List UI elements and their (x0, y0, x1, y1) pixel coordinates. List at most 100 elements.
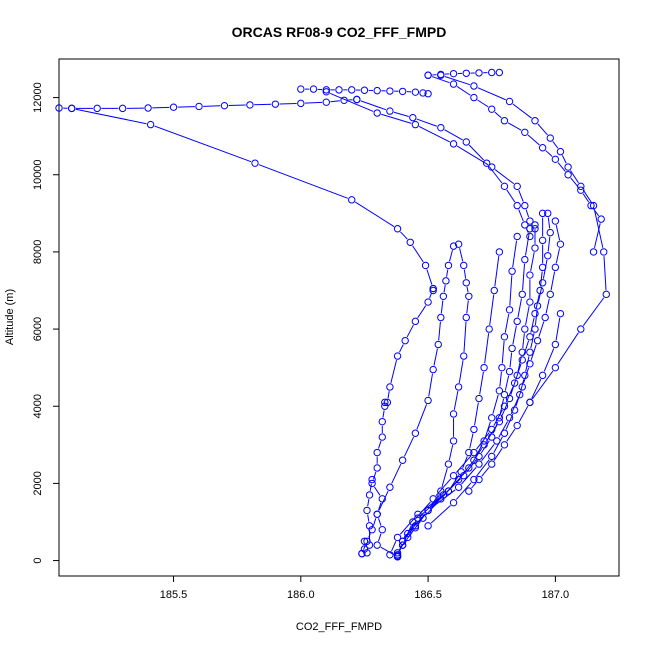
data-point (393, 225, 402, 233)
series-segment (378, 518, 382, 526)
data-point (406, 238, 414, 246)
series-segment (466, 300, 469, 314)
series-segment (530, 344, 537, 360)
data-point (386, 383, 394, 391)
series-segment (373, 486, 381, 496)
series-segment (484, 333, 490, 364)
data-point (531, 117, 539, 125)
data-point (556, 147, 565, 156)
data-point (386, 107, 394, 115)
series-segment (380, 546, 395, 556)
data-point (518, 290, 526, 299)
series-segment (378, 502, 382, 511)
data-point (500, 182, 509, 191)
data-point (505, 367, 514, 376)
data-point (462, 313, 470, 322)
series-segment (476, 432, 490, 450)
data-point (220, 101, 229, 110)
y-axis-label: Altitude (m) (4, 289, 16, 345)
series-segment (481, 443, 495, 462)
series-segment (494, 169, 515, 185)
data-point (360, 86, 369, 94)
series-segment (453, 390, 459, 410)
data-point (513, 371, 521, 380)
series-segment (535, 294, 540, 310)
data-point (309, 85, 318, 93)
series-segment (471, 482, 477, 489)
data-point (470, 475, 478, 484)
data-point (495, 248, 504, 256)
series-segment (477, 99, 489, 108)
series-segment (555, 248, 561, 264)
data-point (424, 298, 432, 306)
data-point (414, 510, 422, 518)
data-point (544, 252, 552, 260)
series-segment (228, 104, 246, 107)
data-point (480, 441, 488, 449)
data-point (465, 448, 473, 457)
series-segment (525, 209, 530, 218)
data-point (246, 101, 254, 109)
series-segment (534, 310, 538, 325)
series-segment (506, 189, 516, 203)
x-tick-label: 187.0 (542, 589, 570, 601)
data-point (373, 541, 381, 549)
series-segment (360, 100, 387, 111)
data-point (93, 104, 101, 113)
series-segment (523, 367, 530, 384)
series-segment (372, 518, 377, 526)
data-point (508, 344, 516, 353)
data-point (363, 549, 371, 557)
series-segment (530, 333, 535, 349)
data-point (373, 448, 381, 457)
series-segment (515, 390, 522, 407)
series-segment (525, 232, 530, 256)
data-point (439, 491, 448, 499)
data-series (393, 248, 504, 560)
x-axis: 185.5 186.0 186.5 187.0 (160, 576, 569, 601)
series-segment (542, 259, 548, 279)
data-point (365, 541, 374, 549)
data-point (531, 309, 539, 318)
series-segment (505, 413, 514, 430)
series-segment (416, 118, 438, 127)
series-segment (455, 455, 472, 473)
series-segment (557, 162, 566, 172)
y-tick-label: 4000 (32, 394, 44, 418)
series-segment (406, 324, 414, 338)
data-point (526, 232, 534, 241)
series-segment (431, 76, 450, 84)
data-point (533, 336, 542, 345)
data-point (587, 201, 595, 210)
data-point (449, 437, 458, 445)
series-segment (522, 263, 526, 291)
data-point (386, 551, 394, 559)
data-point (564, 171, 572, 179)
series-segment (390, 360, 398, 383)
data-point (411, 317, 420, 326)
series-segment (480, 440, 490, 454)
series-segment (409, 521, 421, 535)
data-point (437, 487, 445, 495)
data-point (500, 429, 509, 437)
data-point (533, 302, 542, 310)
series-segment (429, 494, 439, 508)
data-point (462, 279, 470, 287)
data-point (404, 529, 412, 538)
data-point (378, 526, 386, 534)
series-segment (393, 111, 409, 117)
data-point (368, 479, 376, 488)
series-segment (75, 108, 147, 125)
data-point (437, 123, 445, 132)
series-segment (518, 405, 529, 423)
data-point (475, 69, 483, 77)
series-segment (468, 144, 485, 161)
data-point (488, 414, 496, 422)
data-series (383, 284, 437, 407)
x-tick-label: 186.0 (287, 589, 315, 601)
series-segment (367, 514, 370, 522)
series-segment (426, 269, 433, 285)
series-segment (550, 271, 556, 291)
data-point (551, 363, 560, 372)
data-point (118, 104, 127, 113)
